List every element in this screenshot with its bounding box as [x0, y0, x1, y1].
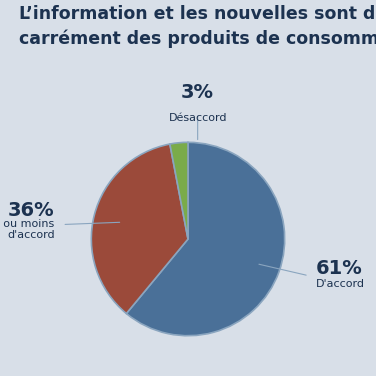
- Wedge shape: [126, 143, 285, 336]
- Text: Plus ou moins
d'accord: Plus ou moins d'accord: [0, 218, 55, 240]
- Text: L’information et les nouvelles sont devenues
carrément des produits de consommat: L’information et les nouvelles sont deve…: [19, 5, 376, 48]
- Text: 61%: 61%: [315, 259, 362, 277]
- Wedge shape: [170, 143, 188, 239]
- Text: Désaccord: Désaccord: [168, 113, 227, 123]
- Text: 3%: 3%: [181, 83, 214, 102]
- Wedge shape: [91, 144, 188, 314]
- Text: D'accord: D'accord: [315, 279, 365, 290]
- Text: 36%: 36%: [8, 200, 55, 220]
